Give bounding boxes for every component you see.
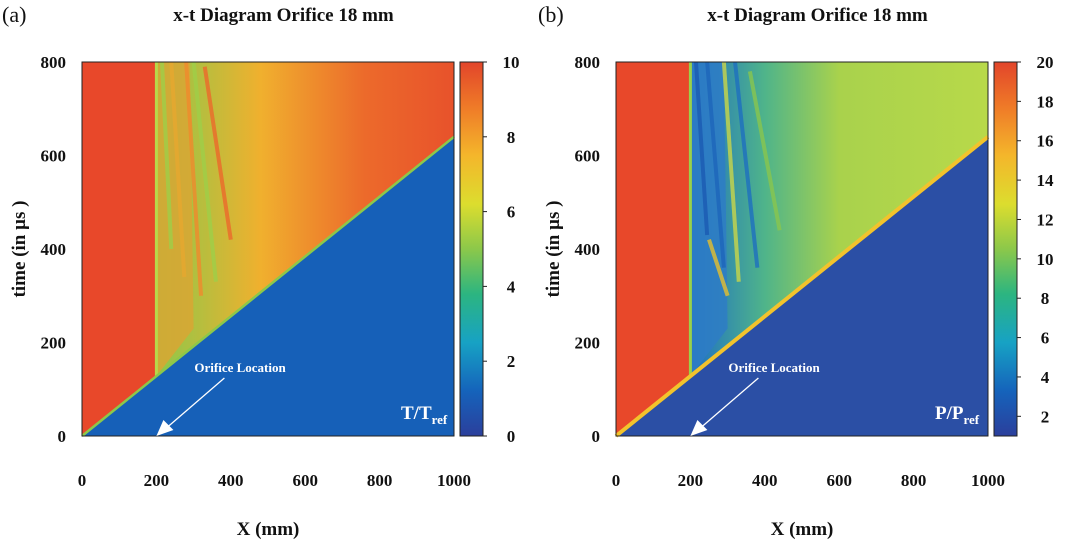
colorbar-tick-label: 20: [1037, 53, 1054, 72]
panel-tag: (b): [538, 2, 564, 27]
x-tick-label: 400: [752, 471, 778, 490]
x-tick-label: 600: [292, 471, 318, 490]
y-tick-label: 400: [41, 240, 67, 259]
shock-front-line: [81, 135, 455, 437]
annotation-arrow-head: [690, 420, 708, 436]
x-tick-label: 200: [144, 471, 170, 490]
x-tick-label: 800: [901, 471, 927, 490]
fan-streak: [705, 61, 726, 268]
colorbar-tick-label: 16: [1037, 132, 1054, 151]
fan-streak: [707, 239, 730, 297]
x-tick-label: 600: [826, 471, 852, 490]
y-axis-label: time (in µs ): [9, 201, 30, 298]
annotation-arrow-shaft: [699, 377, 759, 429]
fan-streak: [202, 66, 233, 240]
x-axis-label: X (mm): [771, 519, 834, 540]
colorbar-tick-label: 0: [507, 427, 516, 446]
y-tick-label: 800: [41, 53, 67, 72]
y-tick-label: 0: [592, 427, 601, 446]
colorbar-tick-label: 6: [507, 203, 516, 222]
colorbar-tick-label: 10: [1037, 250, 1054, 269]
fan-streak: [693, 61, 710, 236]
annotation-label: Orifice Location: [728, 360, 820, 375]
colorbar-tick-label: 4: [1041, 368, 1050, 387]
fan-streak: [184, 61, 204, 296]
x-tick-label: 200: [678, 471, 704, 490]
quantity-label: T/Tref: [401, 403, 448, 427]
colorbar-tick-label: 12: [1037, 210, 1054, 229]
colorbar-tick-label: 6: [1041, 329, 1050, 348]
colorbar: [459, 61, 484, 437]
chart-title: x-t Diagram Orifice 18 mm: [173, 5, 394, 26]
fan-streak: [191, 61, 218, 282]
x-tick-label: 1000: [437, 471, 471, 490]
x-tick-label: 0: [612, 471, 621, 490]
y-axis-label: time (in µs ): [543, 201, 564, 298]
driver-region: [82, 62, 157, 436]
fan-streak: [159, 61, 174, 250]
fan-streak: [721, 61, 741, 282]
annotation-arrow-shaft: [165, 377, 225, 429]
panel-tag: (a): [2, 2, 27, 27]
chart-title: x-t Diagram Orifice 18 mm: [707, 5, 928, 26]
x-tick-label: 400: [218, 471, 244, 490]
panel-b: (b) x-t Diagram Orifice 18 mm Orifice Lo…: [534, 0, 1067, 548]
annotation-label: Orifice Location: [194, 360, 286, 375]
fan-streak: [733, 61, 760, 268]
colorbar-tick-label: 8: [507, 128, 516, 147]
colorbar-tick-label: 10: [503, 53, 520, 72]
y-tick-label: 800: [575, 53, 601, 72]
plot-frame: [615, 61, 989, 437]
colorbar-tick-label: 4: [507, 277, 516, 296]
y-tick-label: 200: [41, 334, 67, 353]
chart-a: Orifice Location T/Tref 0 200 400 600 800 1000 0…: [9, 53, 520, 540]
fan-streak: [747, 70, 782, 231]
panel-a: (a) x-t Diagram Orifice 18 mm Orifice Lo…: [0, 0, 533, 548]
x-tick-label: 0: [78, 471, 87, 490]
driver-region: [616, 62, 691, 436]
fan-streak: [169, 61, 187, 278]
colorbar-tick-label: 8: [1041, 289, 1050, 308]
chart-b: Orifice Location P/Pref 0 200 400 600 800 1000 0…: [543, 53, 1055, 540]
y-tick-label: 200: [575, 334, 601, 353]
colorbar: [993, 61, 1018, 437]
shocked-region: [156, 62, 454, 377]
y-tick-label: 600: [575, 147, 601, 166]
plot-frame: [81, 61, 455, 437]
colorbar-tick-label: 18: [1037, 92, 1054, 111]
annotation-arrow-head: [156, 420, 174, 436]
shock-front-line: [614, 135, 990, 438]
colorbar-tick-label: 2: [1041, 407, 1050, 426]
y-tick-label: 400: [575, 240, 601, 259]
quantity-label: P/Pref: [935, 403, 980, 427]
y-tick-label: 0: [58, 427, 67, 446]
colorbar-tick-label: 2: [507, 352, 516, 371]
y-tick-label: 600: [41, 147, 67, 166]
colorbar-tick-label: 14: [1037, 171, 1055, 190]
x-tick-label: 800: [367, 471, 393, 490]
x-tick-label: 1000: [971, 471, 1005, 490]
x-axis-label: X (mm): [237, 519, 300, 540]
